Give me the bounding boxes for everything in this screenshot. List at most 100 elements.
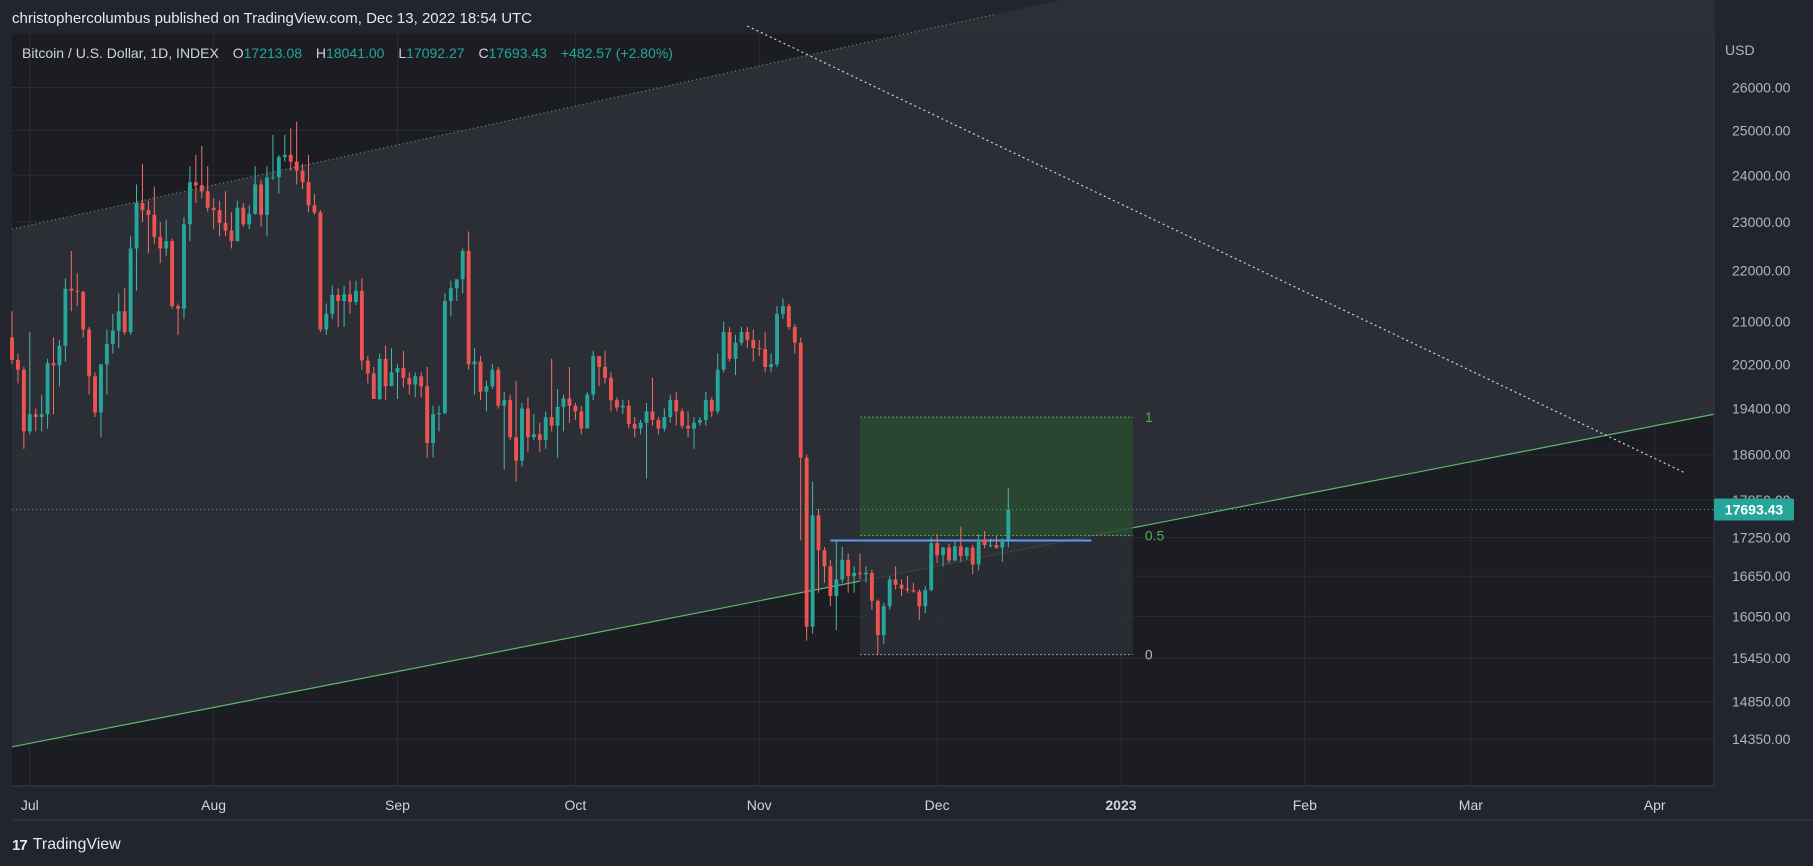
x-tick-label: Feb: [1293, 797, 1317, 813]
candle-body: [810, 515, 815, 627]
candle: [905, 576, 910, 593]
candle-body: [887, 579, 892, 607]
candle-body: [531, 434, 536, 438]
x-tick-label: Aug: [201, 797, 226, 813]
candle: [229, 212, 234, 249]
channel-fill: [12, 0, 1714, 747]
candle: [63, 278, 68, 362]
candle-body: [271, 177, 275, 179]
candle: [39, 394, 44, 432]
candle: [751, 329, 756, 362]
candle-body: [10, 337, 14, 360]
axes: USD 26000.00 25000.00 24000.00 23000.00 2200…: [12, 34, 1813, 821]
candle: [81, 290, 86, 338]
candle: [840, 546, 845, 583]
candle-body: [620, 405, 625, 408]
candle: [970, 545, 975, 575]
candle-body: [389, 372, 394, 387]
candle: [496, 366, 501, 409]
candle: [294, 121, 299, 185]
candle: [431, 405, 435, 458]
candle: [318, 210, 323, 333]
candle: [650, 377, 655, 426]
candle-body: [253, 184, 258, 214]
x-tick-label: 2023: [1105, 797, 1136, 813]
candle-body: [769, 364, 774, 367]
candle: [923, 586, 928, 614]
candle: [152, 186, 157, 244]
candle: [988, 538, 993, 548]
candle: [603, 350, 607, 384]
candle: [786, 303, 791, 330]
candle: [306, 154, 311, 213]
candle: [466, 231, 471, 370]
candle-body: [626, 405, 631, 424]
candle: [187, 166, 192, 242]
legend-open-label: O: [233, 45, 244, 61]
candle-body: [852, 572, 857, 577]
candle: [899, 579, 904, 597]
candle: [134, 184, 139, 291]
candle-body: [703, 400, 708, 420]
candle: [259, 179, 264, 227]
candle: [769, 353, 774, 373]
candle: [371, 366, 376, 399]
candle: [223, 191, 228, 237]
candle: [336, 288, 341, 327]
candle-body: [288, 154, 293, 162]
candle-body: [579, 411, 584, 429]
candle: [271, 134, 275, 180]
legend-change: +482.57 (+2.80%): [561, 45, 673, 61]
candle: [727, 326, 732, 362]
candle: [265, 166, 269, 237]
candle: [709, 397, 714, 418]
candle: [342, 285, 347, 327]
candle: [460, 248, 465, 294]
y-tick-label: 25000.00: [1732, 122, 1791, 138]
candle: [834, 540, 839, 631]
candle: [354, 280, 358, 306]
candle: [359, 278, 364, 370]
candle-body: [466, 250, 471, 365]
candle-body: [164, 241, 169, 249]
candle: [692, 417, 696, 449]
candle: [893, 566, 898, 590]
candle: [638, 419, 643, 435]
candle-body: [437, 413, 441, 415]
candle-body: [947, 547, 951, 561]
candle: [45, 358, 50, 429]
candle-body: [229, 230, 234, 242]
candle: [781, 298, 785, 320]
candle: [739, 326, 744, 346]
candle-body: [348, 294, 352, 303]
candle-body: [632, 423, 637, 429]
candle: [407, 372, 412, 395]
candle-body: [472, 361, 477, 365]
candle: [941, 546, 945, 567]
candle: [656, 417, 661, 435]
candle: [276, 154, 281, 194]
tradingview-footer[interactable]: 17 TradingView: [12, 834, 121, 856]
candle-body: [425, 386, 430, 444]
candle-body: [57, 345, 62, 366]
candle-body: [146, 210, 151, 215]
candle: [57, 340, 62, 387]
candle: [211, 198, 216, 230]
candle-body: [982, 539, 987, 546]
candle: [33, 408, 38, 432]
candle: [632, 417, 637, 438]
candle-body: [419, 376, 424, 387]
candle-body: [235, 207, 240, 242]
candle-body: [431, 414, 435, 444]
candle: [976, 534, 981, 571]
candle: [1000, 537, 1005, 562]
legend-low-value: 17092.27: [406, 45, 465, 61]
candle-body: [537, 434, 542, 441]
candle: [911, 582, 916, 593]
candle-body: [69, 288, 74, 291]
candle: [389, 348, 394, 387]
candle-body: [668, 400, 673, 418]
candle: [662, 408, 667, 432]
candle: [10, 311, 14, 365]
